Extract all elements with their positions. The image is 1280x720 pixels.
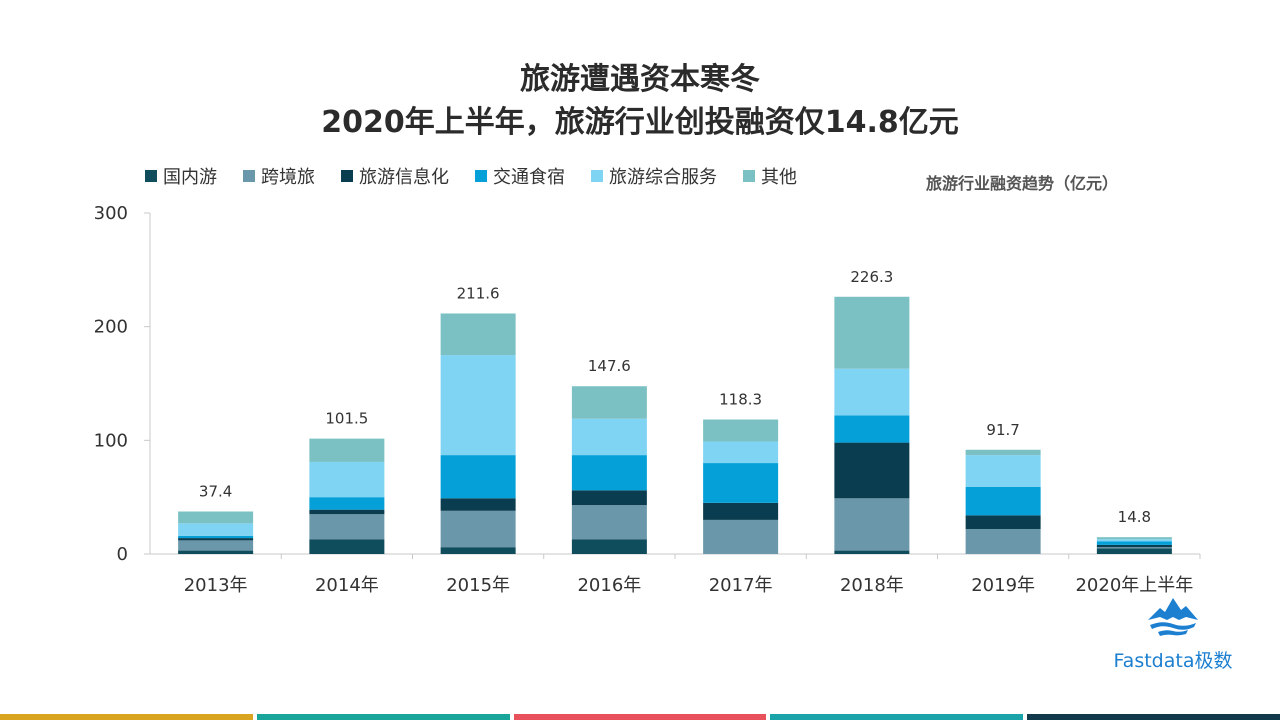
data-label: 14.8	[1118, 508, 1151, 526]
bar-segment	[1096, 537, 1172, 540]
legend-item: 交通食宿	[475, 163, 565, 189]
data-label: 147.6	[588, 357, 631, 375]
bar-segment	[703, 463, 779, 503]
bar-segment	[965, 455, 1041, 487]
bar-segment	[571, 490, 647, 506]
data-label: 37.4	[199, 482, 232, 500]
legend-swatch	[743, 170, 755, 182]
bar-segment	[834, 442, 910, 499]
bar-segment	[571, 455, 647, 491]
bar-segment	[178, 538, 254, 541]
chart-title-line1: 旅游遭遇资本寒冬	[520, 62, 760, 97]
legend-swatch	[591, 170, 603, 182]
y-tick-label: 100	[94, 430, 128, 451]
bar-segment	[834, 415, 910, 443]
x-tick-label: 2014年	[315, 575, 379, 596]
bar-segment	[965, 486, 1041, 516]
data-label: 118.3	[719, 391, 762, 409]
bar-segment	[571, 418, 647, 456]
bar-segment	[834, 498, 910, 551]
legend-swatch	[341, 170, 353, 182]
bar-segment	[309, 509, 385, 515]
y-tick-label: 0	[117, 544, 128, 565]
logo-text: Fastdata极数	[1113, 650, 1233, 672]
data-label: 211.6	[457, 284, 500, 302]
bar-segment	[965, 449, 1041, 456]
y-tick-label: 200	[94, 317, 128, 338]
bar-segment	[178, 535, 254, 539]
x-tick-label: 2018年	[840, 575, 904, 596]
bar-segment	[440, 313, 516, 356]
footer-stripe	[513, 714, 767, 720]
chart-title-line2: 2020年上半年，旅游行业创投融资仅14.8亿元	[321, 105, 959, 140]
x-tick-label: 2017年	[709, 575, 773, 596]
x-tick-label: 2019年	[971, 575, 1035, 596]
bar-segment	[440, 547, 516, 554]
legend-label: 国内游	[163, 167, 217, 188]
x-tick-label: 2016年	[577, 575, 641, 596]
bar-segment	[309, 539, 385, 554]
legend-label: 旅游信息化	[359, 167, 449, 188]
bar-segment	[1096, 548, 1172, 554]
legend-item: 旅游信息化	[341, 163, 449, 189]
legend-item: 其他	[743, 163, 797, 189]
legend-label: 跨境旅	[261, 167, 315, 188]
footer-stripe	[1027, 714, 1280, 720]
footer-stripe	[770, 714, 1024, 720]
legend-swatch	[145, 170, 157, 182]
bar-segment	[571, 386, 647, 419]
data-label: 91.7	[986, 421, 1019, 439]
x-tick-label: 2020年上半年	[1075, 575, 1193, 596]
bar-segment	[440, 355, 516, 456]
x-tick-label: 2013年	[184, 575, 248, 596]
legend-item: 旅游综合服务	[591, 163, 717, 189]
legend-label: 旅游综合服务	[609, 167, 717, 188]
legend-swatch	[475, 170, 487, 182]
bar-segment	[440, 498, 516, 511]
bar-segment	[703, 441, 779, 464]
bar-segment	[1096, 544, 1172, 548]
bar-segment	[571, 539, 647, 554]
footer-stripe	[0, 714, 253, 720]
bar-segment	[309, 497, 385, 510]
bar-segment	[440, 510, 516, 548]
bar-segment	[309, 461, 385, 498]
bar-segment	[309, 514, 385, 540]
legend-item: 国内游	[145, 163, 217, 189]
bar-segment	[703, 419, 779, 442]
bar-segment	[965, 528, 1041, 554]
bar-segment	[178, 540, 254, 551]
brand-logo: Fastdata极数	[1108, 596, 1238, 673]
bar-segment	[178, 550, 254, 554]
chart-legend: 国内游 跨境旅 旅游信息化 交通食宿 旅游综合服务 其他	[145, 163, 797, 189]
unit-label: 旅游行业融资趋势（亿元）	[926, 174, 1119, 193]
data-label: 101.5	[325, 410, 368, 428]
y-tick-label: 300	[94, 203, 128, 224]
bar-segment	[1096, 539, 1172, 542]
footer-color-bar	[0, 714, 1280, 720]
bar-segment	[965, 515, 1041, 529]
bar-segment	[834, 368, 910, 416]
legend-label: 交通食宿	[493, 167, 565, 188]
bar-segment	[178, 523, 254, 536]
bar-segment	[178, 511, 254, 524]
x-tick-label: 2015年	[446, 575, 510, 596]
footer-stripe	[256, 714, 510, 720]
legend-swatch	[243, 170, 255, 182]
bar-segment	[309, 438, 385, 462]
bar-segment	[703, 502, 779, 520]
bar-segment	[834, 550, 910, 554]
mountain-logo-icon	[1148, 598, 1198, 636]
bar-segment	[1096, 547, 1172, 549]
bar-segment	[571, 505, 647, 540]
data-label: 226.3	[850, 268, 893, 286]
legend-item: 跨境旅	[243, 163, 315, 189]
bar-segment	[703, 519, 779, 554]
stacked-bar-chart: 0 100 200 300 37.4 2013年 101.5 2014年 211.6 2015年 1…	[94, 203, 1201, 596]
legend-label: 其他	[761, 167, 797, 188]
bar-segment	[440, 455, 516, 499]
bar-segment	[834, 296, 910, 369]
bar-segment	[1096, 541, 1172, 545]
